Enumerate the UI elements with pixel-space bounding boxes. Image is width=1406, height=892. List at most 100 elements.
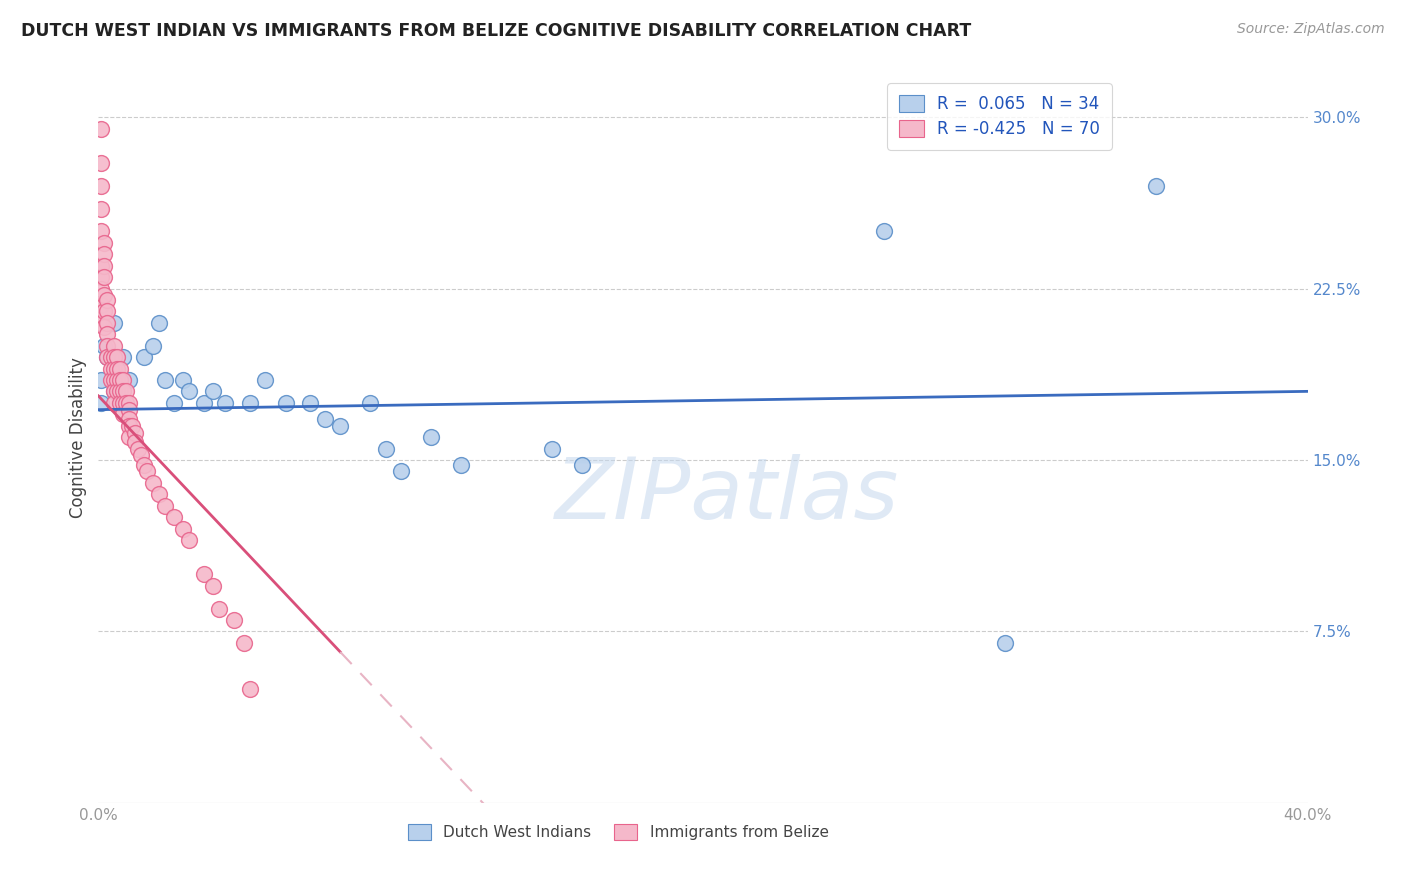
Point	[93, 235, 115, 250]
Point	[93, 320, 115, 334]
Point	[239, 396, 262, 410]
Point	[148, 487, 170, 501]
Point	[90, 121, 112, 136]
Point	[124, 434, 146, 449]
Point	[111, 350, 134, 364]
Point	[142, 475, 165, 490]
Point	[179, 384, 201, 399]
Point	[208, 601, 231, 615]
Point	[114, 396, 136, 410]
Point	[108, 361, 131, 376]
Point	[111, 407, 134, 421]
Point	[224, 613, 246, 627]
Point	[540, 442, 562, 456]
Point	[105, 361, 128, 376]
Point	[90, 202, 112, 216]
Point	[108, 373, 131, 387]
Point	[129, 449, 152, 463]
Point	[118, 396, 141, 410]
Point	[202, 384, 225, 399]
Point	[105, 350, 128, 364]
Point	[299, 396, 322, 410]
Point	[314, 412, 336, 426]
Point	[450, 458, 472, 472]
Point	[103, 316, 125, 330]
Point	[103, 396, 125, 410]
Point	[96, 316, 118, 330]
Point	[96, 350, 118, 364]
Point	[90, 270, 112, 285]
Point	[118, 430, 141, 444]
Point	[420, 430, 443, 444]
Point	[274, 396, 297, 410]
Point	[108, 384, 131, 399]
Point	[111, 384, 134, 399]
Point	[202, 579, 225, 593]
Point	[105, 373, 128, 387]
Point	[103, 373, 125, 387]
Point	[90, 316, 112, 330]
Point	[873, 224, 896, 238]
Point	[103, 338, 125, 352]
Point	[93, 247, 115, 261]
Point	[253, 373, 276, 387]
Point	[994, 636, 1017, 650]
Point	[118, 373, 141, 387]
Point	[193, 567, 215, 582]
Point	[93, 288, 115, 302]
Point	[90, 396, 112, 410]
Point	[121, 418, 143, 433]
Point	[103, 384, 125, 399]
Point	[127, 442, 149, 456]
Point	[90, 178, 112, 193]
Point	[114, 384, 136, 399]
Point	[124, 425, 146, 440]
Point	[163, 396, 186, 410]
Point	[90, 224, 112, 238]
Point	[90, 297, 112, 311]
Point	[153, 373, 176, 387]
Point	[179, 533, 201, 547]
Point	[118, 402, 141, 417]
Point	[90, 259, 112, 273]
Point	[153, 499, 176, 513]
Point	[100, 373, 122, 387]
Point	[193, 396, 215, 410]
Point	[90, 373, 112, 387]
Point	[172, 521, 194, 535]
Point	[374, 442, 396, 456]
Point	[90, 281, 112, 295]
Point	[96, 327, 118, 342]
Point	[163, 510, 186, 524]
Point	[105, 384, 128, 399]
Text: ZIPatlas: ZIPatlas	[555, 454, 900, 537]
Point	[132, 458, 155, 472]
Point	[232, 636, 254, 650]
Point	[118, 412, 141, 426]
Point	[93, 270, 115, 285]
Point	[1144, 178, 1167, 193]
Point	[111, 396, 134, 410]
Point	[96, 293, 118, 307]
Point	[132, 350, 155, 364]
Point	[135, 464, 157, 478]
Y-axis label: Cognitive Disability: Cognitive Disability	[69, 357, 87, 517]
Legend: Dutch West Indians, Immigrants from Belize: Dutch West Indians, Immigrants from Beli…	[402, 818, 835, 847]
Point	[93, 259, 115, 273]
Point	[111, 373, 134, 387]
Point	[103, 350, 125, 364]
Point	[93, 304, 115, 318]
Point	[96, 304, 118, 318]
Point	[360, 396, 382, 410]
Point	[389, 464, 412, 478]
Point	[118, 418, 141, 433]
Text: Source: ZipAtlas.com: Source: ZipAtlas.com	[1237, 22, 1385, 37]
Point	[93, 338, 115, 352]
Text: DUTCH WEST INDIAN VS IMMIGRANTS FROM BELIZE COGNITIVE DISABILITY CORRELATION CHA: DUTCH WEST INDIAN VS IMMIGRANTS FROM BEL…	[21, 22, 972, 40]
Point	[239, 681, 262, 696]
Point	[571, 458, 593, 472]
Point	[96, 350, 118, 364]
Point	[100, 350, 122, 364]
Point	[148, 316, 170, 330]
Point	[103, 384, 125, 399]
